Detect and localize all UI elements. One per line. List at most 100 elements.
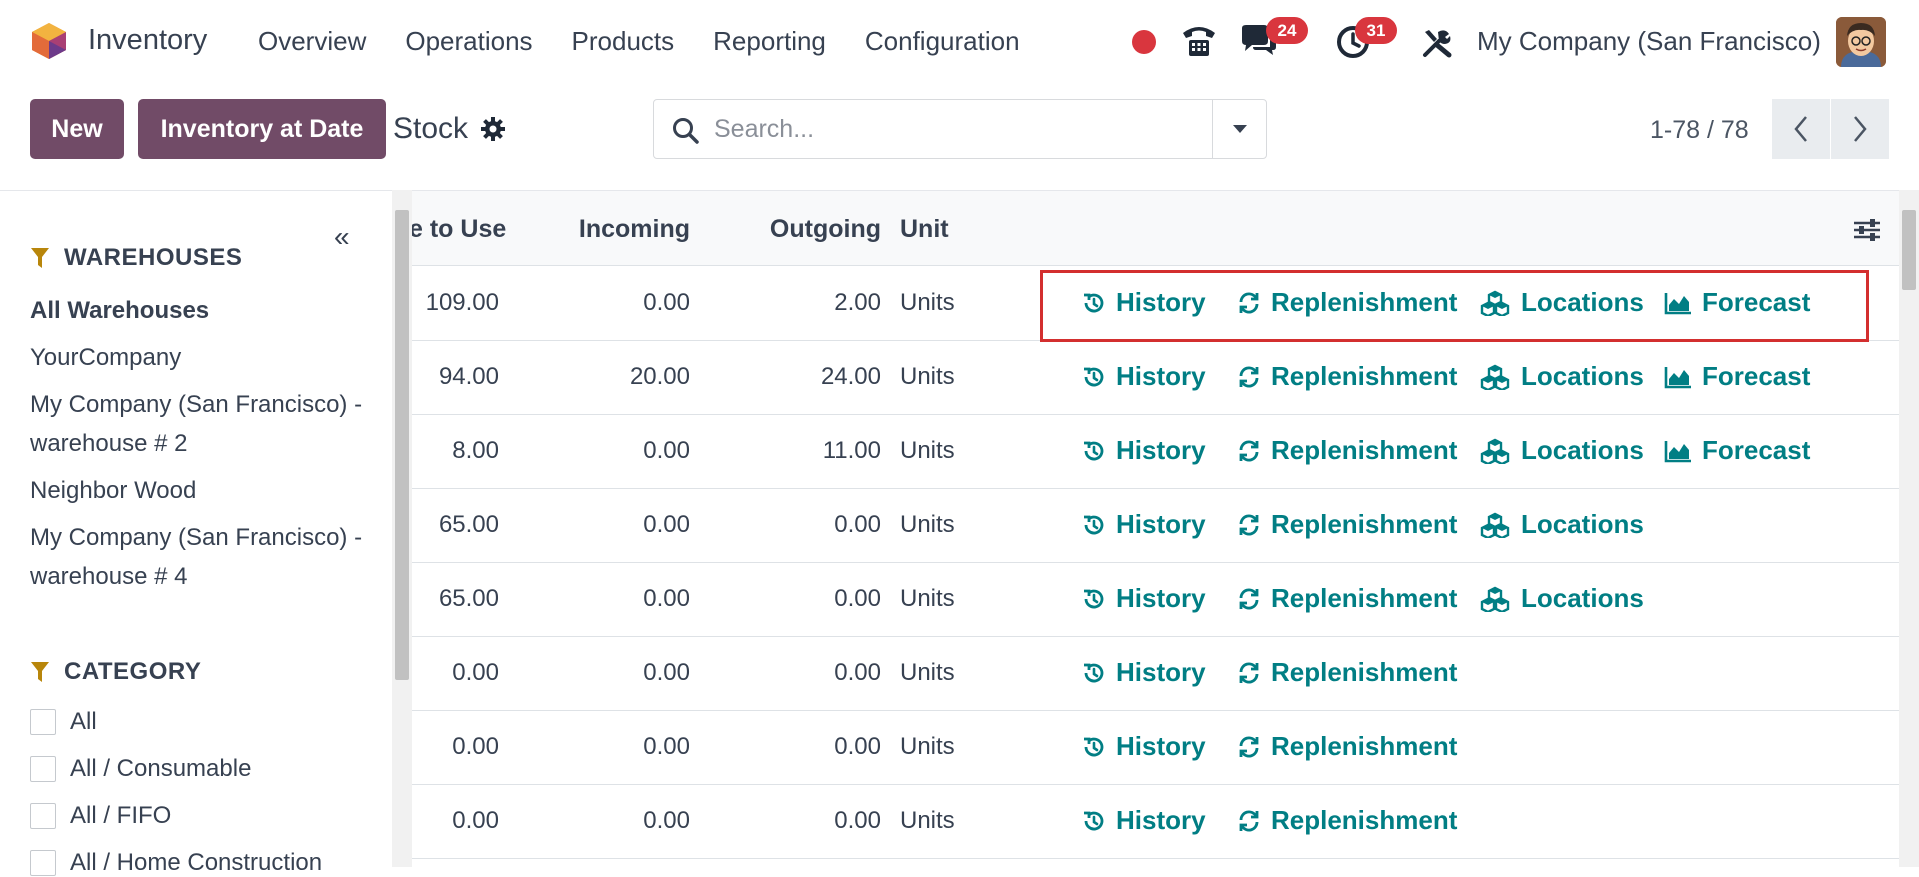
pager-previous-button[interactable] (1772, 99, 1830, 159)
table-row[interactable]: 65.00 0.00 0.00 Units History Replenishment Lo… (412, 563, 1899, 637)
tools-icon[interactable] (1421, 27, 1453, 59)
cell-incoming: 0.00 (643, 807, 690, 834)
cell-unit: Units (900, 733, 955, 760)
status-dot-icon[interactable] (1132, 30, 1156, 54)
replenishment-button[interactable]: Replenishment (1237, 731, 1457, 762)
area-chart-icon (1664, 292, 1691, 314)
caret-down-icon (1232, 125, 1247, 133)
table-header: e to Use Incoming Outgoing Unit (412, 191, 1899, 266)
inventory-at-date-button[interactable]: Inventory at Date (138, 99, 386, 159)
column-header-unit[interactable]: Unit (900, 215, 949, 243)
history-button[interactable]: History (1082, 583, 1206, 614)
app-title[interactable]: Inventory (88, 24, 208, 56)
pager-next-button[interactable] (1831, 99, 1889, 159)
cell-incoming: 20.00 (629, 363, 690, 390)
warehouse-filter-item[interactable]: My Company (San Francisco) - warehouse #… (30, 524, 363, 590)
warehouse-filter-item[interactable]: Neighbor Wood (30, 477, 197, 504)
odoo-app-logo-icon[interactable] (30, 21, 68, 61)
company-switcher[interactable]: My Company (San Francisco) (1477, 26, 1821, 56)
warehouse-filter-item[interactable]: YourCompany (30, 344, 182, 371)
pager-value[interactable]: 1-78 / 78 (1650, 116, 1749, 144)
history-icon (1084, 441, 1104, 460)
menu-configuration[interactable]: Configuration (864, 26, 1020, 56)
cell-outgoing: 11.00 (822, 437, 881, 464)
menu-operations[interactable]: Operations (405, 26, 533, 56)
history-button[interactable]: History (1082, 435, 1206, 466)
locations-button[interactable]: Locations (1479, 361, 1644, 392)
table-row[interactable]: 109.00 0.00 2.00 Units History Replenishment L… (412, 267, 1899, 341)
gear-icon[interactable] (480, 116, 506, 142)
category-filter-item[interactable]: All (30, 708, 97, 736)
category-filter-item[interactable]: All / FIFO (30, 802, 171, 830)
replenishment-button[interactable]: Replenishment (1237, 805, 1457, 836)
user-avatar[interactable] (1836, 17, 1886, 67)
forecast-button[interactable]: Forecast (1664, 361, 1810, 392)
warehouse-filter-item[interactable]: My Company (San Francisco) - warehouse #… (30, 391, 363, 457)
locations-label: Locations (1521, 287, 1644, 317)
menu-products[interactable]: Products (571, 26, 675, 56)
warehouse-filter-all[interactable]: All Warehouses (30, 297, 210, 324)
collapse-panel-icon[interactable]: « (334, 221, 350, 252)
history-label: History (1116, 657, 1206, 687)
table-row[interactable]: 65.00 0.00 0.00 Units History Replenishment Lo… (412, 489, 1899, 563)
search-options-toggle[interactable] (1212, 100, 1266, 158)
replenishment-button[interactable]: Replenishment (1237, 509, 1457, 540)
history-button[interactable]: History (1082, 805, 1206, 836)
table-row[interactable]: 0.00 0.00 0.00 Units History Replenishment (412, 711, 1899, 785)
replenishment-button[interactable]: Replenishment (1237, 287, 1457, 318)
category-checkbox[interactable] (30, 850, 56, 876)
search-input[interactable] (714, 100, 1214, 158)
history-label: History (1116, 509, 1206, 539)
cell-outgoing: 0.00 (834, 511, 881, 538)
cell-outgoing: 2.00 (834, 289, 881, 316)
forecast-button[interactable]: Forecast (1664, 435, 1810, 466)
history-button[interactable]: History (1082, 657, 1206, 688)
cell-outgoing: 24.00 (820, 363, 881, 390)
cell-outgoing: 0.00 (834, 659, 881, 686)
category-checkbox[interactable] (30, 756, 56, 782)
locations-button[interactable]: Locations (1479, 509, 1644, 540)
column-header-incoming[interactable]: Incoming (578, 215, 690, 243)
cell-incoming: 0.00 (643, 289, 690, 316)
cell-unit: Units (900, 511, 955, 538)
locations-button[interactable]: Locations (1479, 287, 1644, 318)
replenishment-button[interactable]: Replenishment (1237, 657, 1457, 688)
category-filter-item[interactable]: All / Home Construction (30, 849, 322, 877)
replenishment-button[interactable]: Replenishment (1237, 583, 1457, 614)
replenishment-button[interactable]: Replenishment (1237, 435, 1457, 466)
menu-overview[interactable]: Overview (258, 26, 367, 56)
category-checkbox[interactable] (30, 709, 56, 735)
phone-icon[interactable] (1180, 23, 1218, 59)
table-row[interactable]: 0.00 0.00 0.00 Units History Replenishment (412, 785, 1899, 859)
refresh-icon (1239, 587, 1259, 610)
locations-button[interactable]: Locations (1479, 583, 1644, 614)
history-button[interactable]: History (1082, 509, 1206, 540)
refresh-icon (1239, 661, 1259, 684)
column-settings-icon[interactable] (1852, 216, 1882, 244)
category-filter-item[interactable]: All / Consumable (30, 755, 251, 783)
table-row[interactable]: 94.00 20.00 24.00 Units History Replenishment… (412, 341, 1899, 415)
history-button[interactable]: History (1082, 361, 1206, 392)
cubes-icon (1480, 586, 1510, 612)
new-button[interactable]: New (30, 99, 124, 159)
replenishment-button[interactable]: Replenishment (1237, 361, 1457, 392)
table-row[interactable]: 8.00 0.00 11.00 Units History Replenishment Lo… (412, 415, 1899, 489)
column-header-free-to-use[interactable]: e to Use (412, 215, 507, 243)
table-row[interactable]: 0.00 0.00 0.00 Units History Replenishment (412, 637, 1899, 711)
forecast-button[interactable]: Forecast (1664, 287, 1810, 318)
history-button[interactable]: History (1082, 287, 1206, 318)
history-button[interactable]: History (1082, 731, 1206, 762)
history-icon (1084, 367, 1104, 386)
top-navbar: Inventory Overview Operations Products R… (0, 0, 1919, 84)
sidebar-scrollbar[interactable] (392, 190, 412, 867)
column-header-outgoing[interactable]: Outgoing (769, 215, 881, 243)
history-icon (1084, 663, 1104, 682)
cell-free-to-use: 109.00 (425, 289, 499, 316)
menu-reporting[interactable]: Reporting (713, 26, 826, 56)
area-chart-icon (1664, 366, 1691, 388)
forecast-label: Forecast (1702, 287, 1811, 317)
locations-button[interactable]: Locations (1479, 435, 1644, 466)
table-scrollbar[interactable] (1899, 190, 1919, 867)
category-checkbox[interactable] (30, 803, 56, 829)
cell-unit: Units (900, 659, 955, 686)
